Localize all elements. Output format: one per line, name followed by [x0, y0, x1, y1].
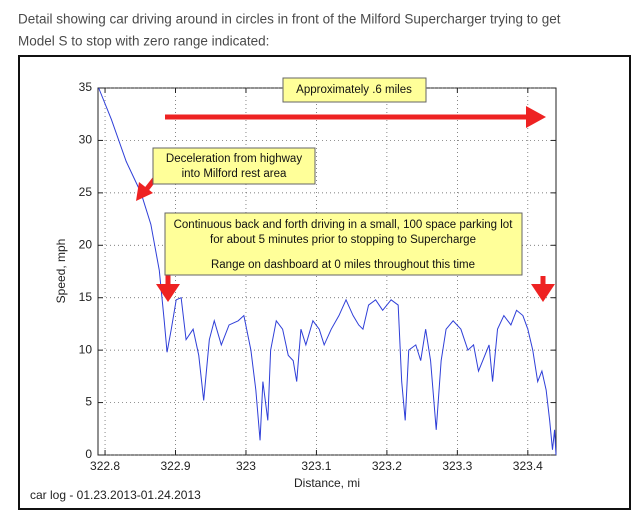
annotation: Deceleration from highway [166, 153, 302, 165]
x-tick-label: 323.3 [442, 459, 472, 473]
y-tick-label: 10 [79, 342, 93, 356]
y-tick-label: 15 [79, 290, 93, 304]
speed-line [98, 87, 557, 456]
y-tick-label: 0 [85, 447, 92, 461]
x-tick-label: 323.4 [513, 459, 543, 473]
x-tick-label: 323.2 [372, 459, 402, 473]
y-tick-label: 30 [79, 133, 93, 147]
caption-line: Detail showing car driving around in cir… [18, 12, 561, 27]
x-tick-label: 323.1 [301, 459, 331, 473]
y-tick-label: 20 [79, 237, 93, 251]
annotation: into Milford rest area [182, 168, 287, 180]
annotation: Range on dashboard at 0 miles throughout… [211, 259, 475, 271]
footer: car log - 01.23.2013-01.24.2013 [30, 488, 201, 502]
arrow-head [136, 182, 153, 201]
annotation: for about 5 minutes prior to stopping to… [210, 234, 476, 246]
annotation-box [282, 77, 427, 103]
annotation: Approximately .6 miles [296, 84, 412, 96]
arrow-head [531, 284, 555, 302]
x-tick-label: 322.9 [160, 459, 190, 473]
arrow-head [526, 106, 546, 128]
y-tick-label: 5 [85, 395, 92, 409]
y-axis-label: Speed, mph [54, 239, 68, 304]
x-axis-label: Distance, mi [294, 476, 360, 490]
x-tick-label: 323 [236, 459, 256, 473]
data-lines [98, 87, 557, 456]
annotation: Continuous back and forth driving in a s… [174, 219, 514, 231]
y-tick-label: 35 [79, 80, 93, 94]
annotation-box [152, 147, 316, 185]
grid [98, 87, 556, 456]
annotation-box [164, 212, 523, 276]
caption-line: Model S to stop with zero range indicate… [18, 34, 269, 49]
x-tick-label: 322.8 [90, 459, 120, 473]
y-tick-label: 25 [79, 185, 93, 199]
arrow-head [156, 284, 180, 302]
